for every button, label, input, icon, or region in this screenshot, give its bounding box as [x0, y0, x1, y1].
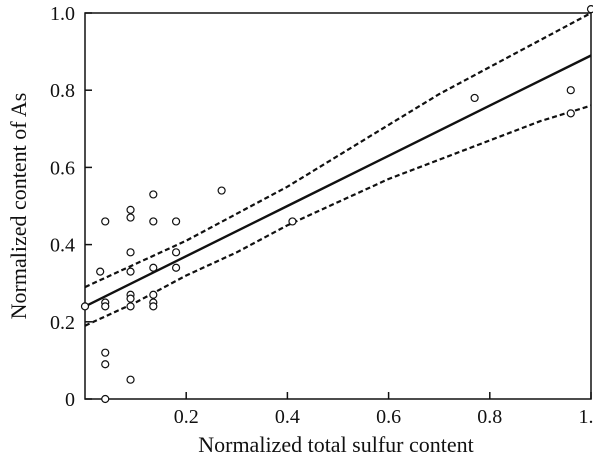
confidence-bands [84, 12, 592, 327]
data-point [126, 375, 135, 384]
data-point [149, 302, 158, 311]
data-point [566, 109, 575, 118]
lower-confidence-band [84, 104, 592, 327]
y-tick-label: 0.4 [50, 235, 75, 257]
data-point [149, 290, 158, 299]
y-tick-label: 0.8 [50, 80, 75, 102]
data-point [101, 302, 110, 311]
data-point [217, 186, 226, 195]
x-tick-label: 0.8 [477, 406, 502, 428]
data-point [566, 86, 575, 95]
regression-fit [84, 54, 592, 308]
regression-line [84, 54, 592, 308]
data-point [586, 5, 593, 14]
x-tick-label: 1.0 [579, 406, 593, 428]
x-tick-label: 0.4 [275, 406, 300, 428]
x-tick-label: 0.2 [174, 406, 199, 428]
y-axis-ticks: 0 0.2 0.4 0.6 0.8 1.0 [50, 3, 92, 411]
data-point [126, 248, 135, 257]
y-tick-label: 0 [65, 389, 75, 411]
y-tick-label: 0.6 [50, 157, 75, 179]
x-tick-label: 0.6 [376, 406, 401, 428]
data-point [126, 294, 135, 303]
data-point [171, 217, 181, 226]
y-tick-label: 1.0 [50, 3, 75, 25]
y-axis-label: Normalized content of As [6, 93, 31, 320]
data-point [288, 217, 297, 226]
x-axis-ticks: 0.2 0.4 0.6 0.8 1.0 [174, 392, 593, 428]
data-point [101, 360, 110, 369]
data-point [149, 217, 158, 226]
y-tick-label: 0.2 [50, 312, 75, 334]
data-point [96, 267, 105, 276]
data-point [101, 348, 110, 357]
data-point [126, 205, 135, 214]
data-point [101, 394, 110, 404]
data-point [149, 263, 158, 272]
data-point [149, 190, 158, 199]
data-point [126, 267, 135, 276]
data-points [80, 5, 593, 404]
data-point [101, 217, 110, 226]
plot-frame [84, 12, 592, 400]
data-point [171, 248, 181, 257]
data-point [80, 302, 90, 311]
data-point [126, 302, 135, 311]
data-point [470, 93, 479, 103]
x-axis-label: Normalized total sulfur content [198, 432, 474, 457]
upper-confidence-band [84, 12, 592, 289]
data-point [126, 213, 135, 222]
data-point [171, 263, 181, 272]
